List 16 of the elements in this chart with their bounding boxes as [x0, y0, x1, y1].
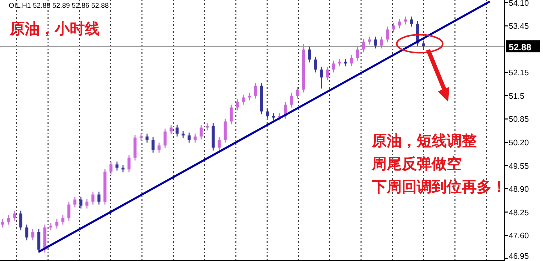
y-tick-label: 46.95	[509, 252, 530, 261]
ref-line-label: 52.88	[509, 42, 532, 53]
y-tick-label: 51.5	[509, 92, 526, 101]
text: 原油，小时线	[9, 21, 100, 38]
annotation: 周尾反弹做空	[371, 155, 462, 173]
annotation: 下周回调到位再多！	[371, 179, 507, 196]
y-tick-label: 54.10	[509, 0, 530, 8]
y-tick-label: 52.15	[509, 68, 530, 78]
y-tick-label: 47.60	[509, 232, 530, 241]
y-tick-label: 50.85	[509, 115, 530, 124]
y-tick-label: 48.25	[509, 208, 530, 218]
y-tick-label: 49.55	[509, 162, 530, 171]
y-tick-label: 50.20	[509, 138, 530, 148]
annotation: 原油，短线调整	[371, 133, 477, 150]
y-tick-label: 53.45	[509, 22, 530, 32]
y-tick-label: 48.90	[509, 185, 530, 194]
